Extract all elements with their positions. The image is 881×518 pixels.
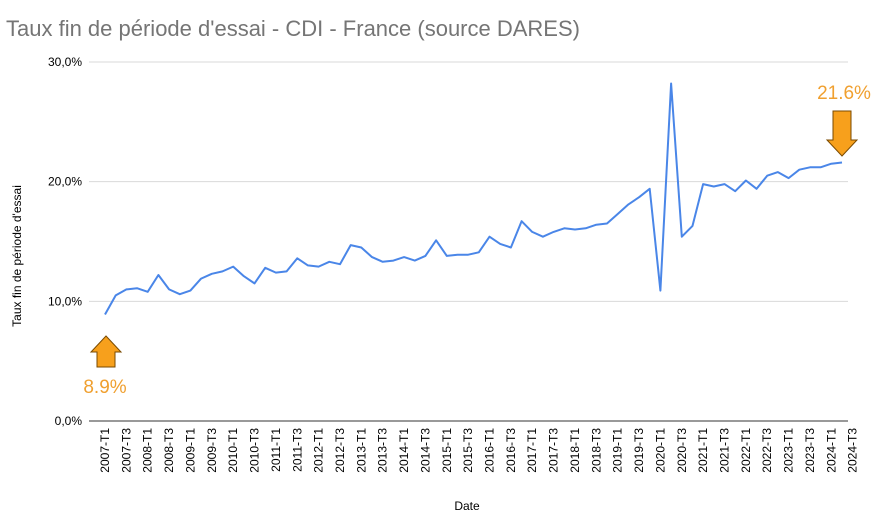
x-axis-ticks: 2007-T1 2007-T3 2008-T1 2008-T3 2009-T1 2009-… xyxy=(98,428,860,473)
x-tick-label: 2014-T3 xyxy=(418,428,432,473)
x-tick-label: 2012-T1 xyxy=(312,428,326,473)
x-tick-label: 2010-T1 xyxy=(226,428,240,473)
x-tick-label: 2018-T3 xyxy=(589,428,603,473)
x-tick-label: 2013-T1 xyxy=(354,428,368,473)
chart-title: Taux fin de période d'essai - CDI - Fran… xyxy=(6,16,580,41)
y-tick-label: 0,0% xyxy=(55,414,83,428)
x-tick-label: 2017-T1 xyxy=(525,428,539,473)
x-tick-label: 2021-T3 xyxy=(718,428,732,473)
x-tick-label: 2008-T3 xyxy=(162,428,176,473)
x-tick-label: 2018-T1 xyxy=(568,428,582,473)
x-tick-label: 2010-T3 xyxy=(248,428,262,473)
x-tick-label: 2024-T1 xyxy=(824,428,838,473)
x-tick-label: 2022-T3 xyxy=(760,428,774,473)
x-tick-label: 2015-T1 xyxy=(440,428,454,473)
x-tick-label: 2022-T1 xyxy=(739,428,753,473)
y-tick-label: 20,0% xyxy=(48,175,82,189)
x-tick-label: 2015-T3 xyxy=(461,428,475,473)
x-tick-label: 2020-T1 xyxy=(653,428,667,473)
x-tick-label: 2011-T3 xyxy=(290,428,304,472)
series-line xyxy=(104,82,843,315)
x-tick-label: 2007-T1 xyxy=(98,428,112,473)
gridlines xyxy=(89,61,848,422)
x-tick-label: 2009-T1 xyxy=(183,428,197,473)
x-tick-label: 2012-T3 xyxy=(333,428,347,473)
annotation-start-label: 8.9% xyxy=(83,377,126,398)
x-tick-label: 2021-T1 xyxy=(696,428,710,473)
x-tick-label: 2024-T3 xyxy=(846,428,860,473)
x-tick-label: 2011-T1 xyxy=(269,428,283,472)
x-axis-title: Date xyxy=(454,499,480,513)
y-tick-label: 30,0% xyxy=(48,55,82,69)
x-tick-label: 2016-T1 xyxy=(483,428,497,473)
x-tick-label: 2009-T3 xyxy=(205,428,219,473)
annotations: 8.9% 21.6% xyxy=(83,83,871,398)
y-axis-title: Taux fin de période d'essai xyxy=(10,185,24,327)
x-tick-label: 2008-T1 xyxy=(141,428,155,473)
up-arrow-icon xyxy=(89,335,123,368)
x-tick-label: 2013-T3 xyxy=(376,428,390,473)
x-tick-label: 2007-T3 xyxy=(119,428,133,473)
x-tick-label: 2014-T1 xyxy=(397,428,411,473)
annotation-end-label: 21.6% xyxy=(817,83,871,104)
x-tick-label: 2023-T3 xyxy=(803,428,817,473)
x-tick-label: 2019-T3 xyxy=(632,428,646,473)
series-layer xyxy=(104,82,843,315)
x-tick-label: 2019-T1 xyxy=(611,428,625,473)
x-tick-label: 2016-T3 xyxy=(504,428,518,473)
x-tick-label: 2023-T1 xyxy=(782,428,796,473)
x-tick-label: 2017-T3 xyxy=(547,428,561,473)
y-tick-label: 10,0% xyxy=(48,294,82,308)
y-axis-ticks: 0,0% 10,0% 20,0% 30,0% xyxy=(48,55,82,428)
x-tick-label: 2020-T3 xyxy=(675,428,689,473)
down-arrow-icon xyxy=(825,110,859,157)
